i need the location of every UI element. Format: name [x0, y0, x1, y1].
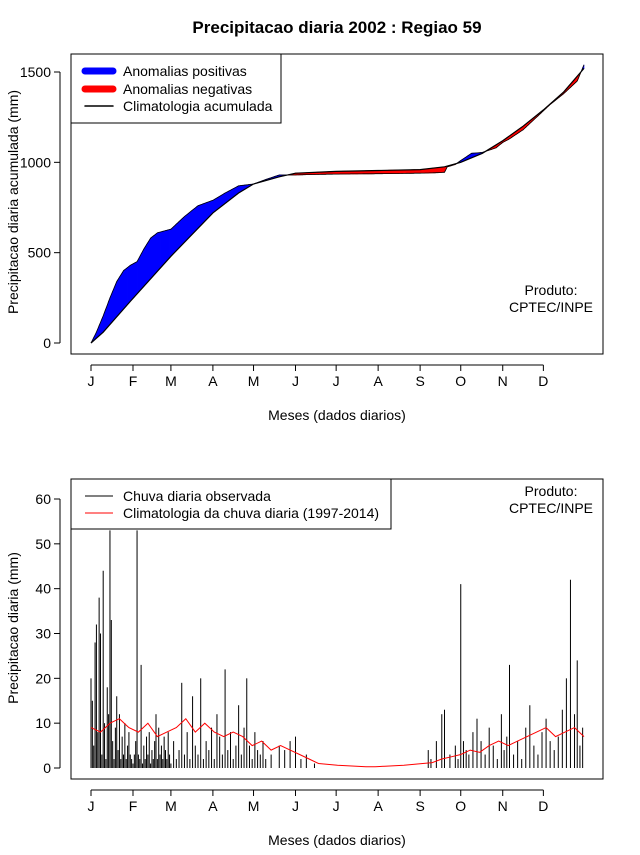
bottom-product-label: Produto: [525, 483, 578, 499]
top-legend-label: Anomalias positivas [123, 63, 247, 79]
top-x-tick-label: A [208, 373, 218, 389]
observed-daily-bars [91, 530, 583, 768]
bottom-x-axis-label: Meses (dados diarios) [268, 832, 406, 848]
bottom-x-tick-label: J [333, 798, 340, 814]
top-product-source: CPTEC/INPE [509, 299, 593, 315]
bottom-y-tick-label: 40 [35, 581, 51, 597]
bottom-y-tick-label: 50 [35, 536, 51, 552]
bottom-legend-label: Chuva diaria observada [123, 488, 271, 504]
top-legend-label: Anomalias negativas [123, 81, 252, 97]
bottom-x-tick-label: M [165, 798, 177, 814]
bottom-x-tick-label: A [208, 798, 218, 814]
top-x-tick-label: M [165, 373, 177, 389]
top-legend-label: Climatologia acumulada [123, 98, 273, 114]
bottom-x-tick-label: J [88, 798, 95, 814]
top-x-tick-label: N [498, 373, 508, 389]
top-y-tick-label: 0 [43, 335, 51, 351]
bottom-y-axis-label: Precipitacao diaria (mm) [5, 552, 21, 704]
bottom-product-source: CPTEC/INPE [509, 500, 593, 516]
top-x-tick-label: J [88, 373, 95, 389]
top-x-tick-label: J [333, 373, 340, 389]
top-y-tick-label: 500 [28, 245, 52, 261]
bottom-legend-box [71, 479, 391, 529]
top-x-tick-label: D [538, 373, 548, 389]
bottom-x-tick-label: S [415, 798, 424, 814]
bottom-y-tick-label: 60 [35, 491, 51, 507]
bottom-x-tick-label: N [498, 798, 508, 814]
daily-precipitation-chart: J F M A M J J A S O N D 0 10 20 30 40 50 60 Chuva diaria ob… [35, 479, 603, 814]
top-x-tick-label: O [455, 373, 466, 389]
top-x-tick-label: A [373, 373, 383, 389]
bottom-x-tick-label: M [248, 798, 260, 814]
bottom-y-tick-label: 30 [35, 626, 51, 642]
bottom-y-tick-label: 0 [43, 760, 51, 776]
top-chart-title: Precipitacao diaria 2002 : Regiao 59 [192, 18, 481, 37]
bottom-x-tick-label: J [292, 798, 299, 814]
bottom-y-tick-label: 10 [35, 715, 51, 731]
bottom-x-tick-label: A [373, 798, 383, 814]
top-x-tick-label: S [415, 373, 424, 389]
bottom-x-tick-label: D [538, 798, 548, 814]
top-x-axis-label: Meses (dados diarios) [268, 407, 406, 423]
bottom-x-tick-label: F [129, 798, 138, 814]
top-product-label: Produto: [525, 282, 578, 298]
climatology-daily-line [91, 719, 584, 767]
top-legend: Anomalias positivas Anomalias negativasCl… [71, 54, 281, 123]
top-x-tick-label: M [248, 373, 260, 389]
top-y-tick-label: 1000 [20, 154, 51, 170]
top-x-tick-label: J [292, 373, 299, 389]
bottom-legend-label: Climatologia da chuva diaria (1997-2014) [123, 505, 379, 521]
top-x-tick-label: F [129, 373, 138, 389]
bottom-y-tick-label: 20 [35, 670, 51, 686]
cumulative-precipitation-chart: J F M A M J J A S O N D 0 500 1000 1500 Anomalias positi… [20, 54, 603, 389]
top-y-tick-label: 1500 [20, 64, 51, 80]
bottom-x-tick-label: O [455, 798, 466, 814]
top-y-axis-label: Precipitacao diaria acumulada (mm) [5, 90, 21, 314]
